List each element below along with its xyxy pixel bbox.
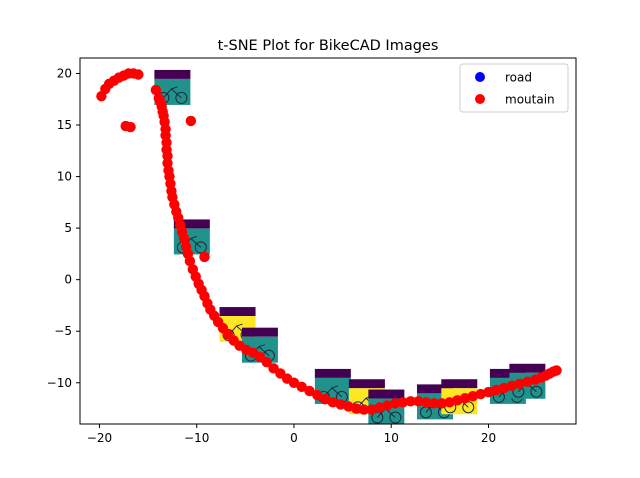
legend-label: road [505,71,532,85]
data-point-moutain [428,398,440,409]
y-tick-label: 20 [57,66,72,80]
data-point-moutain [133,69,144,80]
thumbnail-header [154,69,191,79]
data-point-moutain [150,84,162,96]
data-point-moutain [498,382,510,394]
data-point-moutain [405,396,416,407]
data-point-moutain [161,137,172,148]
data-point-moutain [178,233,190,244]
data-point-moutain [358,404,370,415]
thumbnail-header [173,219,210,229]
thumbnail-header [219,307,256,317]
y-tick-label: 5 [64,221,72,235]
data-point-moutain [421,397,432,408]
data-point-moutain [296,381,307,393]
data-point-moutain [304,385,315,397]
data-point-moutain [444,397,455,408]
legend: road moutain [459,63,569,113]
bike-frame [323,385,343,398]
legend-marker [475,72,485,82]
y-tick-label: −10 [47,376,72,390]
plot-frame [79,57,577,425]
thumbnail-header [509,363,546,373]
data-point-moutain [162,150,173,162]
data-point-moutain [312,389,323,401]
thumbnails-layer [154,69,546,425]
thumbnail-header [314,368,351,378]
data-point-moutain [184,255,196,267]
thumbnail-header [348,379,385,389]
x-tick-label: 0 [290,431,298,445]
data-point-moutain [506,380,518,392]
data-point-moutain [261,356,272,368]
data-point-moutain [366,404,377,415]
data-point-moutain [335,399,346,410]
data-point-moutain [382,400,393,411]
bike-wheel [389,411,402,424]
thumbnail-header [368,389,405,399]
data-point-moutain [199,251,210,263]
data-point-moutain [327,397,339,408]
chart-title: t-SNE Plot for BikeCAD Images [218,38,439,54]
x-axis: −20 −10 0 10 20 [87,424,496,445]
data-point-moutain [514,378,525,389]
x-tick-label: 10 [384,431,399,445]
data-point-moutain [351,403,362,414]
thumbnail-header [416,384,453,394]
y-axis: −10 −5 0 5 10 15 20 [47,66,80,390]
data-point-moutain [551,365,562,376]
data-point-moutain [413,396,424,407]
bike-wheel [194,241,207,254]
y-tick-label: 0 [64,273,72,287]
data-point-moutain [475,388,486,400]
data-point-moutain [522,376,533,387]
data-point-moutain [319,394,331,405]
data-point-moutain [374,402,385,413]
x-tick-label: 20 [481,431,496,445]
points-layer [96,68,562,415]
data-point-moutain [288,377,300,388]
legend-box [459,63,569,113]
bike-frame [163,86,182,99]
x-tick-label: −20 [87,431,112,445]
data-point-moutain [483,386,494,398]
x-tick-label: −10 [184,431,209,445]
thumbnail-header [241,327,278,337]
data-point-moutain [397,397,409,408]
y-tick-label: 15 [57,118,72,132]
legend-label: moutain [505,93,555,107]
data-point-moutain [185,115,197,127]
data-point-moutain [343,401,354,412]
y-tick-label: 10 [57,170,72,184]
bike-wheel [175,91,188,104]
thumbnail-header [441,379,478,389]
y-tick-label: −5 [54,324,72,338]
bike-wheel [530,385,543,398]
data-point-moutain [125,121,136,133]
data-point-moutain [389,398,401,409]
thumbnail-header [489,368,526,378]
data-point-moutain [491,384,502,396]
data-point-moutain [452,395,463,406]
data-point-moutain [436,398,447,409]
data-point-moutain [467,390,479,402]
legend-marker [475,94,485,104]
data-point-moutain [459,393,471,404]
